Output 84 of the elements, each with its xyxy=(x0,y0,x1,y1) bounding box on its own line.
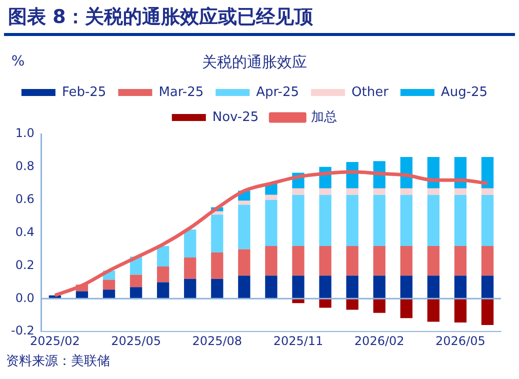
bar xyxy=(184,258,196,279)
bar xyxy=(346,276,358,299)
bar xyxy=(184,278,196,299)
bar xyxy=(238,276,250,299)
bar xyxy=(481,194,494,246)
bar xyxy=(156,266,170,282)
legend-label: Feb-25 xyxy=(62,84,106,100)
chart-title: 图表 8：关税的通胀效应或已经见顶 xyxy=(4,0,515,36)
bar xyxy=(346,298,358,310)
bar xyxy=(400,194,412,246)
bar xyxy=(292,194,304,246)
bar xyxy=(265,194,278,200)
x-tick-label: 2025/02 xyxy=(30,334,80,348)
bar xyxy=(156,246,170,267)
legend-label: 加总 xyxy=(311,110,338,125)
bar xyxy=(211,214,224,253)
bar xyxy=(292,188,304,195)
bar xyxy=(454,194,467,246)
legend-label: Other xyxy=(352,84,390,100)
x-tick-label: 2026/05 xyxy=(436,334,486,348)
bar xyxy=(238,249,250,276)
bar xyxy=(319,194,332,246)
bar xyxy=(454,246,467,276)
bar xyxy=(427,194,440,246)
bar xyxy=(427,188,440,195)
bar xyxy=(156,282,170,299)
bar xyxy=(346,188,358,195)
bar xyxy=(481,276,494,299)
chart-subtitle: 关税的通胀效应 xyxy=(202,52,307,71)
bar xyxy=(292,246,304,276)
bar xyxy=(319,246,332,276)
bar xyxy=(373,194,386,246)
x-tick-label: 2026/02 xyxy=(354,334,404,348)
bar xyxy=(265,246,278,276)
legend-label: Aug-25 xyxy=(440,84,488,100)
x-tick-label: 2025/11 xyxy=(273,334,324,348)
bar xyxy=(481,298,494,326)
y-tick-label: 0.6 xyxy=(15,192,34,206)
bar xyxy=(346,246,358,276)
text: 资料来源：美联储 xyxy=(5,353,111,370)
bar xyxy=(427,246,440,276)
bar xyxy=(373,246,386,276)
bar xyxy=(427,298,440,322)
bar xyxy=(238,204,250,250)
bar xyxy=(184,230,196,258)
bar xyxy=(265,200,278,246)
bar xyxy=(373,188,386,195)
x-tick-label: 2025/05 xyxy=(111,334,161,348)
bar xyxy=(400,298,412,318)
y-tick-label: 0.0 xyxy=(15,290,34,305)
bar xyxy=(373,276,386,299)
y-tick-label: 0.2 xyxy=(15,258,34,272)
bar xyxy=(373,298,386,313)
line-series xyxy=(53,170,490,298)
bar xyxy=(454,188,467,195)
bar xyxy=(211,278,224,299)
legend-label: Nov-25 xyxy=(212,110,259,125)
bar xyxy=(454,276,467,299)
y-tick-label: 0.8 xyxy=(15,159,34,174)
x-tick-label: 2025/08 xyxy=(192,334,242,348)
bar xyxy=(211,252,224,279)
bar xyxy=(102,290,116,299)
bar xyxy=(454,298,467,323)
bar xyxy=(346,194,358,246)
bar xyxy=(481,157,494,188)
bar xyxy=(400,188,412,195)
legend-label: Apr-25 xyxy=(256,84,300,100)
bar xyxy=(238,200,250,205)
bar xyxy=(400,276,412,299)
bar xyxy=(427,276,440,299)
bar xyxy=(130,287,142,299)
y-tick-label: 1.0 xyxy=(15,126,34,140)
bar xyxy=(481,188,494,195)
legend-label: Mar-25 xyxy=(158,84,204,100)
bar xyxy=(481,246,494,276)
bar xyxy=(130,274,142,288)
bar xyxy=(400,246,412,276)
bar xyxy=(265,276,278,299)
bar xyxy=(102,280,116,290)
bar xyxy=(319,276,332,299)
bar xyxy=(292,276,304,299)
y-axis-title: % xyxy=(11,54,25,70)
bar xyxy=(319,188,332,195)
y-tick-label: 0.4 xyxy=(15,224,34,239)
